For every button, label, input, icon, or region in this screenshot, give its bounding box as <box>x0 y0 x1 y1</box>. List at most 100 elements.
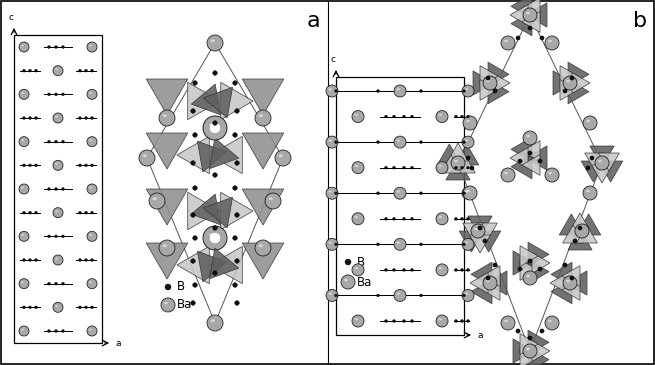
Circle shape <box>528 259 532 263</box>
Circle shape <box>352 264 364 276</box>
Circle shape <box>563 263 567 267</box>
Circle shape <box>35 258 37 261</box>
Ellipse shape <box>439 165 442 167</box>
Circle shape <box>90 164 94 167</box>
Circle shape <box>420 89 422 92</box>
Circle shape <box>352 315 364 327</box>
Circle shape <box>87 42 97 52</box>
Polygon shape <box>482 266 500 287</box>
Polygon shape <box>550 273 568 293</box>
Ellipse shape <box>162 114 167 117</box>
Circle shape <box>518 267 522 271</box>
Circle shape <box>483 76 497 90</box>
Ellipse shape <box>21 45 24 46</box>
Circle shape <box>29 69 31 72</box>
Polygon shape <box>522 141 540 161</box>
Circle shape <box>87 137 97 147</box>
Circle shape <box>518 159 522 163</box>
Polygon shape <box>480 66 498 87</box>
Text: c: c <box>331 55 335 64</box>
Circle shape <box>523 344 537 358</box>
Circle shape <box>234 213 239 217</box>
Circle shape <box>545 36 559 50</box>
Circle shape <box>234 109 239 113</box>
Circle shape <box>29 306 31 309</box>
Ellipse shape <box>566 80 570 82</box>
Circle shape <box>62 282 64 285</box>
Circle shape <box>62 46 64 49</box>
Circle shape <box>207 315 223 331</box>
Polygon shape <box>599 153 620 171</box>
Ellipse shape <box>439 267 442 269</box>
Ellipse shape <box>439 318 442 320</box>
Circle shape <box>523 131 537 145</box>
Polygon shape <box>522 0 540 19</box>
Ellipse shape <box>329 139 332 142</box>
Polygon shape <box>510 147 528 168</box>
Polygon shape <box>559 214 584 235</box>
Circle shape <box>233 283 237 287</box>
Circle shape <box>139 150 155 166</box>
Text: b: b <box>633 11 647 31</box>
Circle shape <box>540 36 544 40</box>
Circle shape <box>35 306 37 309</box>
Text: B: B <box>177 280 185 293</box>
Circle shape <box>29 116 31 119</box>
Circle shape <box>54 282 58 285</box>
Circle shape <box>84 116 87 119</box>
Circle shape <box>213 271 217 275</box>
Polygon shape <box>590 146 614 167</box>
Polygon shape <box>510 5 528 26</box>
Circle shape <box>159 110 175 126</box>
Circle shape <box>538 159 542 163</box>
Circle shape <box>234 161 239 165</box>
Polygon shape <box>522 154 540 175</box>
Circle shape <box>193 186 197 190</box>
Polygon shape <box>488 80 509 104</box>
Circle shape <box>48 235 50 238</box>
Polygon shape <box>447 143 468 161</box>
Ellipse shape <box>439 114 442 116</box>
Polygon shape <box>576 214 601 235</box>
Circle shape <box>87 231 97 241</box>
Polygon shape <box>513 251 534 275</box>
Ellipse shape <box>153 197 157 200</box>
Circle shape <box>501 316 515 330</box>
Ellipse shape <box>143 154 147 157</box>
Circle shape <box>23 164 26 167</box>
Circle shape <box>203 116 227 140</box>
Circle shape <box>213 226 217 230</box>
Ellipse shape <box>354 114 358 116</box>
Polygon shape <box>459 231 483 252</box>
Circle shape <box>392 269 396 271</box>
Circle shape <box>394 85 406 97</box>
Polygon shape <box>468 216 492 237</box>
Circle shape <box>326 238 338 250</box>
Circle shape <box>540 329 544 333</box>
Polygon shape <box>528 242 549 266</box>
Polygon shape <box>188 192 220 230</box>
Circle shape <box>35 116 37 119</box>
Circle shape <box>84 164 87 167</box>
Polygon shape <box>511 154 532 179</box>
Circle shape <box>462 192 466 195</box>
Ellipse shape <box>526 12 530 14</box>
Circle shape <box>62 140 64 143</box>
Circle shape <box>53 208 63 218</box>
Polygon shape <box>560 66 578 87</box>
Ellipse shape <box>578 228 582 230</box>
Ellipse shape <box>464 293 468 295</box>
Circle shape <box>326 289 338 301</box>
Polygon shape <box>470 235 491 253</box>
Circle shape <box>48 93 50 96</box>
Circle shape <box>90 306 94 309</box>
Ellipse shape <box>397 139 400 142</box>
Circle shape <box>233 81 237 85</box>
Circle shape <box>466 218 470 220</box>
Circle shape <box>48 188 50 191</box>
Polygon shape <box>242 189 284 225</box>
Circle shape <box>570 276 574 280</box>
Ellipse shape <box>586 190 590 192</box>
Ellipse shape <box>21 187 24 188</box>
Circle shape <box>493 263 497 267</box>
